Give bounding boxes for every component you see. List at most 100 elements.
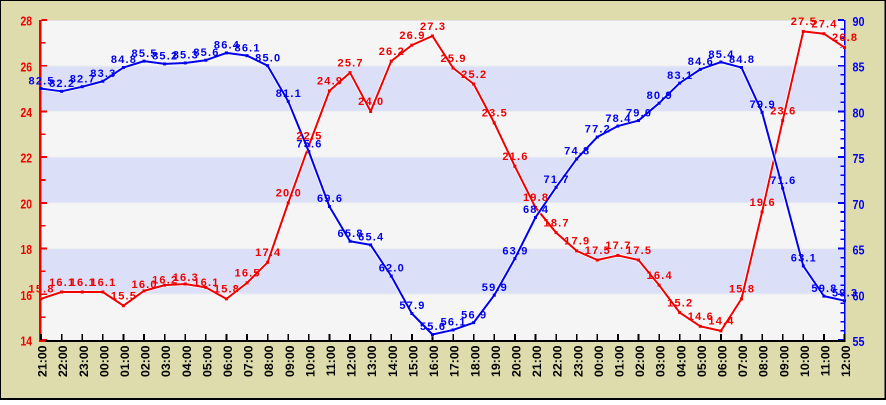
- svg-text:63.1: 63.1: [791, 253, 816, 265]
- svg-text:14:00: 14:00: [386, 345, 400, 377]
- svg-text:07:00: 07:00: [736, 345, 750, 377]
- svg-text:59.9: 59.9: [482, 282, 507, 294]
- svg-text:84.8: 84.8: [729, 54, 754, 66]
- svg-text:01:00: 01:00: [118, 345, 132, 377]
- svg-text:26.8: 26.8: [832, 32, 857, 44]
- svg-text:19.8: 19.8: [523, 192, 548, 204]
- svg-text:77.2: 77.2: [585, 124, 610, 136]
- svg-text:09:00: 09:00: [283, 345, 297, 377]
- svg-text:23:00: 23:00: [77, 345, 91, 377]
- svg-text:07:00: 07:00: [242, 345, 256, 377]
- svg-text:78.4: 78.4: [605, 113, 631, 125]
- svg-text:15.2: 15.2: [667, 297, 692, 309]
- svg-text:74.8: 74.8: [564, 146, 589, 158]
- svg-text:24.0: 24.0: [358, 96, 383, 108]
- svg-text:13:00: 13:00: [365, 345, 379, 377]
- svg-text:17:00: 17:00: [448, 345, 462, 377]
- svg-text:79.0: 79.0: [626, 107, 651, 119]
- svg-text:19.6: 19.6: [750, 197, 775, 209]
- svg-text:85.0: 85.0: [255, 52, 280, 64]
- svg-text:62.0: 62.0: [379, 263, 404, 275]
- svg-text:05:00: 05:00: [200, 345, 214, 377]
- svg-text:79.9: 79.9: [750, 99, 775, 111]
- svg-text:65: 65: [853, 243, 865, 258]
- svg-text:22:00: 22:00: [551, 345, 565, 377]
- svg-text:11:00: 11:00: [324, 345, 338, 376]
- svg-text:80.9: 80.9: [647, 90, 672, 102]
- svg-text:22:00: 22:00: [56, 345, 70, 377]
- svg-text:04:00: 04:00: [180, 345, 194, 377]
- svg-text:26.2: 26.2: [379, 46, 404, 58]
- svg-text:20: 20: [21, 196, 33, 211]
- svg-text:81.1: 81.1: [276, 88, 301, 100]
- svg-text:75.6: 75.6: [296, 138, 321, 150]
- svg-text:20:00: 20:00: [509, 345, 523, 377]
- svg-text:28: 28: [21, 14, 33, 29]
- svg-text:16.5: 16.5: [235, 268, 260, 280]
- svg-text:15.8: 15.8: [214, 284, 239, 296]
- svg-text:12:00: 12:00: [839, 345, 853, 377]
- svg-text:21:00: 21:00: [530, 345, 544, 377]
- svg-text:21.6: 21.6: [502, 151, 527, 163]
- svg-text:60: 60: [853, 288, 865, 303]
- svg-text:16:00: 16:00: [427, 345, 441, 377]
- svg-text:17.5: 17.5: [626, 245, 651, 257]
- svg-text:17.5: 17.5: [585, 245, 610, 257]
- svg-text:10:00: 10:00: [303, 345, 317, 377]
- svg-text:24: 24: [21, 105, 33, 120]
- svg-text:03:00: 03:00: [159, 345, 173, 377]
- svg-text:20.0: 20.0: [276, 188, 301, 200]
- svg-text:03:00: 03:00: [654, 345, 668, 377]
- svg-text:83.3: 83.3: [90, 68, 115, 80]
- svg-text:25.2: 25.2: [461, 69, 486, 81]
- svg-text:11:00: 11:00: [819, 345, 833, 376]
- svg-text:63.9: 63.9: [502, 245, 527, 257]
- svg-text:86.4: 86.4: [214, 40, 240, 52]
- svg-text:83.1: 83.1: [667, 70, 692, 82]
- svg-text:85.4: 85.4: [708, 49, 734, 61]
- svg-text:26: 26: [21, 59, 33, 74]
- svg-text:15:00: 15:00: [406, 345, 420, 377]
- svg-text:57.9: 57.9: [399, 300, 424, 312]
- svg-text:02:00: 02:00: [633, 345, 647, 377]
- svg-text:23.5: 23.5: [482, 108, 507, 120]
- svg-text:01:00: 01:00: [612, 345, 626, 377]
- svg-text:25.9: 25.9: [441, 53, 466, 65]
- svg-text:65.4: 65.4: [358, 232, 384, 244]
- svg-text:27.3: 27.3: [420, 21, 445, 33]
- svg-text:00:00: 00:00: [97, 345, 111, 377]
- svg-text:21:00: 21:00: [36, 345, 50, 377]
- svg-text:08:00: 08:00: [262, 345, 276, 377]
- svg-text:75: 75: [853, 151, 865, 166]
- svg-text:55: 55: [853, 334, 865, 349]
- svg-text:16.4: 16.4: [647, 270, 673, 282]
- svg-text:15.5: 15.5: [111, 291, 136, 303]
- svg-text:24.9: 24.9: [317, 76, 342, 88]
- svg-text:06:00: 06:00: [715, 345, 729, 377]
- svg-text:08:00: 08:00: [757, 345, 771, 377]
- svg-text:04:00: 04:00: [674, 345, 688, 377]
- svg-text:56.9: 56.9: [461, 309, 486, 321]
- svg-text:70: 70: [853, 197, 865, 212]
- svg-text:23:00: 23:00: [571, 345, 585, 377]
- svg-text:14.4: 14.4: [708, 316, 734, 328]
- svg-text:25.7: 25.7: [338, 57, 363, 69]
- svg-text:69.6: 69.6: [317, 193, 342, 205]
- svg-text:71.6: 71.6: [770, 175, 795, 187]
- svg-text:14: 14: [21, 334, 33, 349]
- svg-text:27.4: 27.4: [811, 19, 837, 31]
- svg-text:12:00: 12:00: [345, 345, 359, 377]
- svg-text:16.1: 16.1: [90, 277, 115, 289]
- svg-text:10:00: 10:00: [798, 345, 812, 377]
- svg-text:05:00: 05:00: [695, 345, 709, 377]
- svg-text:17.4: 17.4: [255, 247, 281, 259]
- svg-text:06:00: 06:00: [221, 345, 235, 377]
- svg-text:71.7: 71.7: [544, 174, 569, 186]
- svg-text:18:00: 18:00: [468, 345, 482, 377]
- svg-text:18: 18: [21, 242, 33, 257]
- svg-text:68.4: 68.4: [523, 204, 549, 216]
- svg-text:90: 90: [853, 14, 865, 29]
- svg-text:18.7: 18.7: [544, 217, 569, 229]
- svg-text:02:00: 02:00: [139, 345, 153, 377]
- svg-text:59.3: 59.3: [832, 287, 857, 299]
